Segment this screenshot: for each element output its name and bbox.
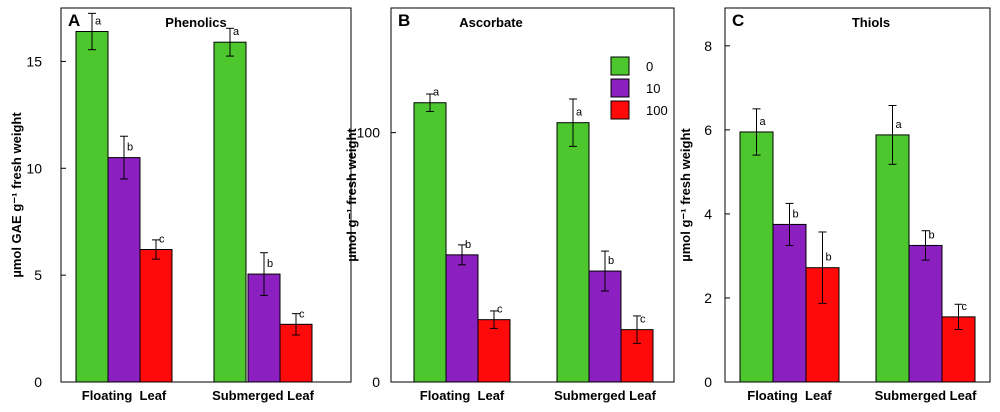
panel-letter-c: C	[732, 11, 744, 30]
y-tick-label-a-0: 0	[34, 374, 42, 390]
sig-label-c-0-0: a	[760, 116, 767, 128]
bar-b-0-0	[413, 102, 447, 383]
sig-label-c-10-1: b	[929, 229, 935, 241]
sig-label-c-0-1: a	[896, 119, 903, 131]
sig-label-a-0-0: a	[95, 16, 102, 28]
y-tick-label-b-0: 0	[372, 374, 380, 390]
bar-c-0-0	[739, 131, 774, 383]
category-label-c-0: Floating Leaf	[747, 388, 832, 403]
sig-label-c-100-0: b	[826, 252, 832, 264]
plot-frame-c	[724, 7, 991, 383]
y-axis-label-b: µmol g⁻¹ fresh weight	[344, 128, 359, 262]
y-axis-label-c: µmol g⁻¹ fresh weight	[678, 128, 693, 262]
bar-c-10-0	[772, 223, 807, 383]
y-tick-label-c-2: 4	[704, 206, 712, 222]
sig-label-b-0-0: a	[433, 87, 440, 99]
bar-c-100-0	[805, 267, 840, 383]
bar-a-0-1	[213, 41, 247, 383]
sig-label-a-10-1: b	[267, 258, 273, 270]
panel-a: A Phenolics µmol GAE g⁻¹ fresh weight 0 5…	[9, 7, 352, 403]
category-label-b-1: Submerged Leaf	[554, 388, 657, 403]
panel-letter-a: A	[68, 11, 80, 30]
panel-b: B Ascorbate µmol g⁻¹ fresh weight 0100aa…	[344, 7, 675, 403]
legend: 0 10 100	[610, 56, 668, 120]
legend-swatch-0	[610, 56, 630, 76]
legend-label-100: 100	[646, 103, 668, 118]
y-tick-label-c-0: 0	[704, 374, 712, 390]
sig-label-b-10-0: b	[465, 239, 471, 251]
sig-label-b-100-0: c	[497, 304, 503, 316]
sig-label-a-0-1: a	[233, 26, 240, 38]
legend-label-0: 0	[646, 59, 653, 74]
bar-a-10-0	[107, 157, 141, 383]
legend-label-10: 10	[646, 81, 660, 96]
sig-label-a-100-1: c	[299, 308, 305, 320]
chart-title-phenolics: Phenolics	[165, 15, 226, 30]
chart-title-thiols: Thiols	[852, 15, 890, 30]
bar-b-10-0	[445, 254, 479, 383]
y-tick-label-a-2: 10	[26, 160, 42, 176]
category-label-a-1: Submerged Leaf	[212, 388, 315, 403]
bar-a-100-0	[139, 248, 173, 383]
sig-label-a-10-0: b	[127, 142, 133, 154]
sig-label-a-100-0: c	[159, 233, 165, 245]
bar-a-0-0	[75, 31, 109, 383]
y-tick-label-c-3: 6	[704, 122, 712, 138]
legend-swatch-100	[610, 100, 630, 120]
plot-frame-a	[60, 7, 352, 383]
category-label-c-1: Submerged Leaf	[875, 388, 978, 403]
bar-c-10-1	[908, 244, 943, 383]
panel-letter-b: B	[398, 11, 410, 30]
sig-label-b-100-1: c	[640, 314, 646, 326]
chart-title-ascorbate: Ascorbate	[459, 15, 523, 30]
sig-label-c-100-1: c	[962, 301, 968, 313]
legend-swatch-10	[610, 78, 630, 98]
bar-c-0-1	[875, 134, 910, 383]
bar-a-100-1	[279, 323, 313, 383]
y-tick-label-a-3: 15	[26, 53, 42, 69]
y-tick-label-c-4: 8	[704, 38, 712, 54]
sig-label-b-10-1: b	[608, 255, 614, 267]
bar-b-0-1	[556, 122, 590, 383]
y-tick-label-a-1: 5	[34, 267, 42, 283]
category-label-a-0: Floating Leaf	[82, 388, 167, 403]
sig-label-c-10-0: b	[793, 208, 799, 220]
bar-b-100-0	[477, 319, 511, 383]
category-label-b-0: Floating Leaf	[420, 388, 505, 403]
y-axis-label-a: µmol GAE g⁻¹ fresh weight	[9, 112, 24, 278]
y-tick-label-c-1: 2	[704, 290, 712, 306]
plot-frame-b	[390, 7, 675, 383]
sig-label-b-0-1: a	[576, 107, 583, 119]
y-tick-label-b-1: 100	[357, 125, 381, 141]
panel-c: C Thiols µmol g⁻¹ fresh weight 0 2 4 6 8 a a b b…	[678, 7, 991, 403]
